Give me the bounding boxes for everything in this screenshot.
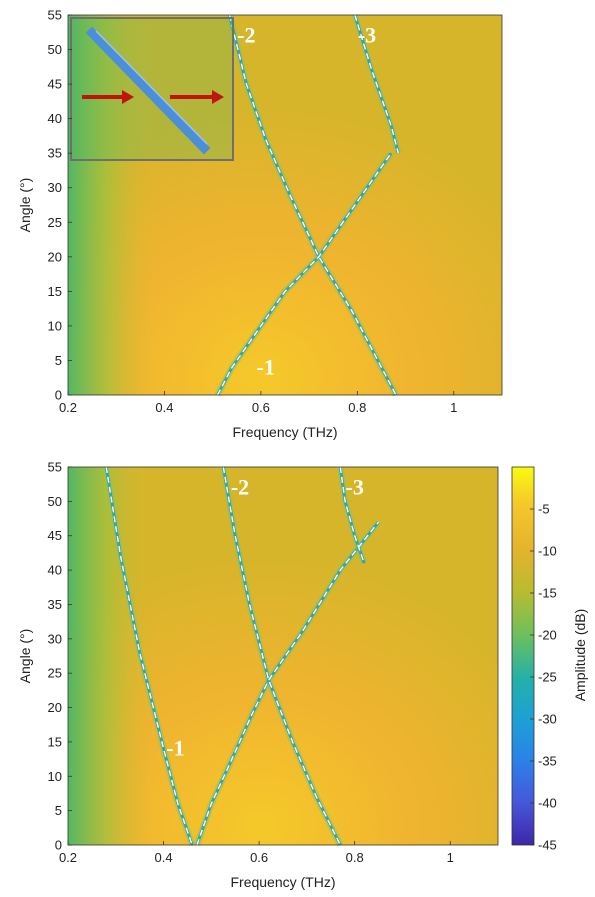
order-label: -3 xyxy=(346,475,364,500)
colorbar-tick-label: -10 xyxy=(538,544,557,559)
y-tick-label: 30 xyxy=(48,180,62,195)
y-tick-label: 50 xyxy=(48,42,62,57)
incident-arrow-head xyxy=(122,90,134,104)
y-tick-label: 20 xyxy=(48,249,62,264)
colorbar: -5 -10 -15 -20 -25 -30 -35 -40 -45 Amplitude (dB… xyxy=(511,466,588,853)
y-tick-label: 35 xyxy=(48,146,62,161)
dashed-curve xyxy=(222,466,341,846)
x-axis-label: Frequency (THz) xyxy=(230,874,335,890)
y-tick-label: 0 xyxy=(55,388,62,403)
y-tick-label: 40 xyxy=(48,563,62,578)
x-axis-ticks: 0.2 0.4 0.6 0.8 1 xyxy=(59,841,454,865)
colorbar-tick-label: -45 xyxy=(538,838,557,853)
colorbar-tick-label: -15 xyxy=(538,586,557,601)
dashed-curve xyxy=(216,152,392,396)
y-tick-label: 0 xyxy=(55,838,62,853)
x-tick-label: 0.2 xyxy=(59,400,77,415)
diffraction-order-curves xyxy=(216,14,399,396)
y-tick-label: 40 xyxy=(48,111,62,126)
y-tick-label: 15 xyxy=(48,284,62,299)
transmitted-arrow-head xyxy=(212,90,224,104)
y-tick-label: 5 xyxy=(55,803,62,818)
dashed-curve xyxy=(228,14,397,396)
x-tick-label: 0.8 xyxy=(346,850,364,865)
y-tick-label: 15 xyxy=(48,734,62,749)
y-tick-label: 50 xyxy=(48,494,62,509)
order-labels: -2 -3 -1 xyxy=(237,23,376,380)
colorbar-label: Amplitude (dB) xyxy=(572,609,588,702)
dashed-curve xyxy=(196,521,380,846)
x-tick-label: 0.8 xyxy=(348,400,366,415)
inset-schematic xyxy=(70,17,234,161)
y-tick-label: 10 xyxy=(48,769,62,784)
order-label: -2 xyxy=(237,23,255,48)
y-tick-label: 55 xyxy=(48,8,62,23)
sample-slab xyxy=(85,26,211,155)
dashed-curve xyxy=(339,466,365,564)
y-tick-label: 45 xyxy=(48,77,62,92)
colorbar-ticks: -5 -10 -15 -20 -25 -30 -35 -40 -45 xyxy=(530,502,557,853)
y-tick-label: 25 xyxy=(48,215,62,230)
y-axis-ticks: 0 5 10 15 20 25 30 35 40 45 50 55 xyxy=(48,8,72,403)
y-axis-label: Angle (°) xyxy=(17,178,33,233)
y-axis-ticks: 0 5 10 15 20 25 30 35 40 45 50 55 xyxy=(48,460,72,853)
x-tick-label: 0.2 xyxy=(59,850,77,865)
colorbar-tick-label: -20 xyxy=(538,628,557,643)
top-heatmap-panel: -2 -3 -1 0.2 0.4 0.6 0.8 1 0 5 10 15 20 25 30 35 40 45 5… xyxy=(17,8,503,440)
bottom-heatmap-panel: -2 -3 -1 0.2 0.4 0.6 0.8 1 0 5 10 15 20 25 30 35 40 45 5… xyxy=(17,460,588,891)
colorbar-tick-label: -35 xyxy=(538,754,557,769)
x-tick-label: 0.6 xyxy=(252,400,270,415)
sample-edge-highlight xyxy=(95,30,208,145)
colorbar-tick-label: -40 xyxy=(538,796,557,811)
y-tick-label: 20 xyxy=(48,700,62,715)
order-labels: -2 -3 -1 xyxy=(166,475,364,761)
colorbar-tick-label: -5 xyxy=(538,502,550,517)
x-tick-label: 0.4 xyxy=(155,850,173,865)
plot-frame xyxy=(67,466,499,846)
colorbar-gradient xyxy=(511,466,535,846)
y-tick-label: 10 xyxy=(48,318,62,333)
y-tick-label: 45 xyxy=(48,528,62,543)
x-tick-label: 1 xyxy=(450,400,457,415)
y-tick-label: 5 xyxy=(55,353,62,368)
y-tick-label: 25 xyxy=(48,666,62,681)
plot-frame xyxy=(67,14,503,396)
y-tick-label: 55 xyxy=(48,460,62,475)
order-label: -1 xyxy=(166,736,184,761)
dashed-curve xyxy=(354,14,399,154)
order-label: -2 xyxy=(231,475,249,500)
x-axis-label: Frequency (THz) xyxy=(232,424,337,440)
x-tick-label: 0.4 xyxy=(155,400,173,415)
order-label: -3 xyxy=(358,23,376,48)
colorbar-tick-label: -30 xyxy=(538,712,557,727)
x-tick-label: 0.6 xyxy=(250,850,268,865)
y-tick-label: 35 xyxy=(48,597,62,612)
diffraction-order-curves xyxy=(105,466,380,846)
dashed-curve xyxy=(105,466,193,846)
x-tick-label: 1 xyxy=(447,850,454,865)
x-axis-ticks: 0.2 0.4 0.6 0.8 1 xyxy=(59,391,457,415)
y-tick-label: 30 xyxy=(48,631,62,646)
order-label: -1 xyxy=(257,354,275,379)
y-axis-label: Angle (°) xyxy=(17,629,33,684)
colorbar-tick-label: -25 xyxy=(538,670,557,685)
